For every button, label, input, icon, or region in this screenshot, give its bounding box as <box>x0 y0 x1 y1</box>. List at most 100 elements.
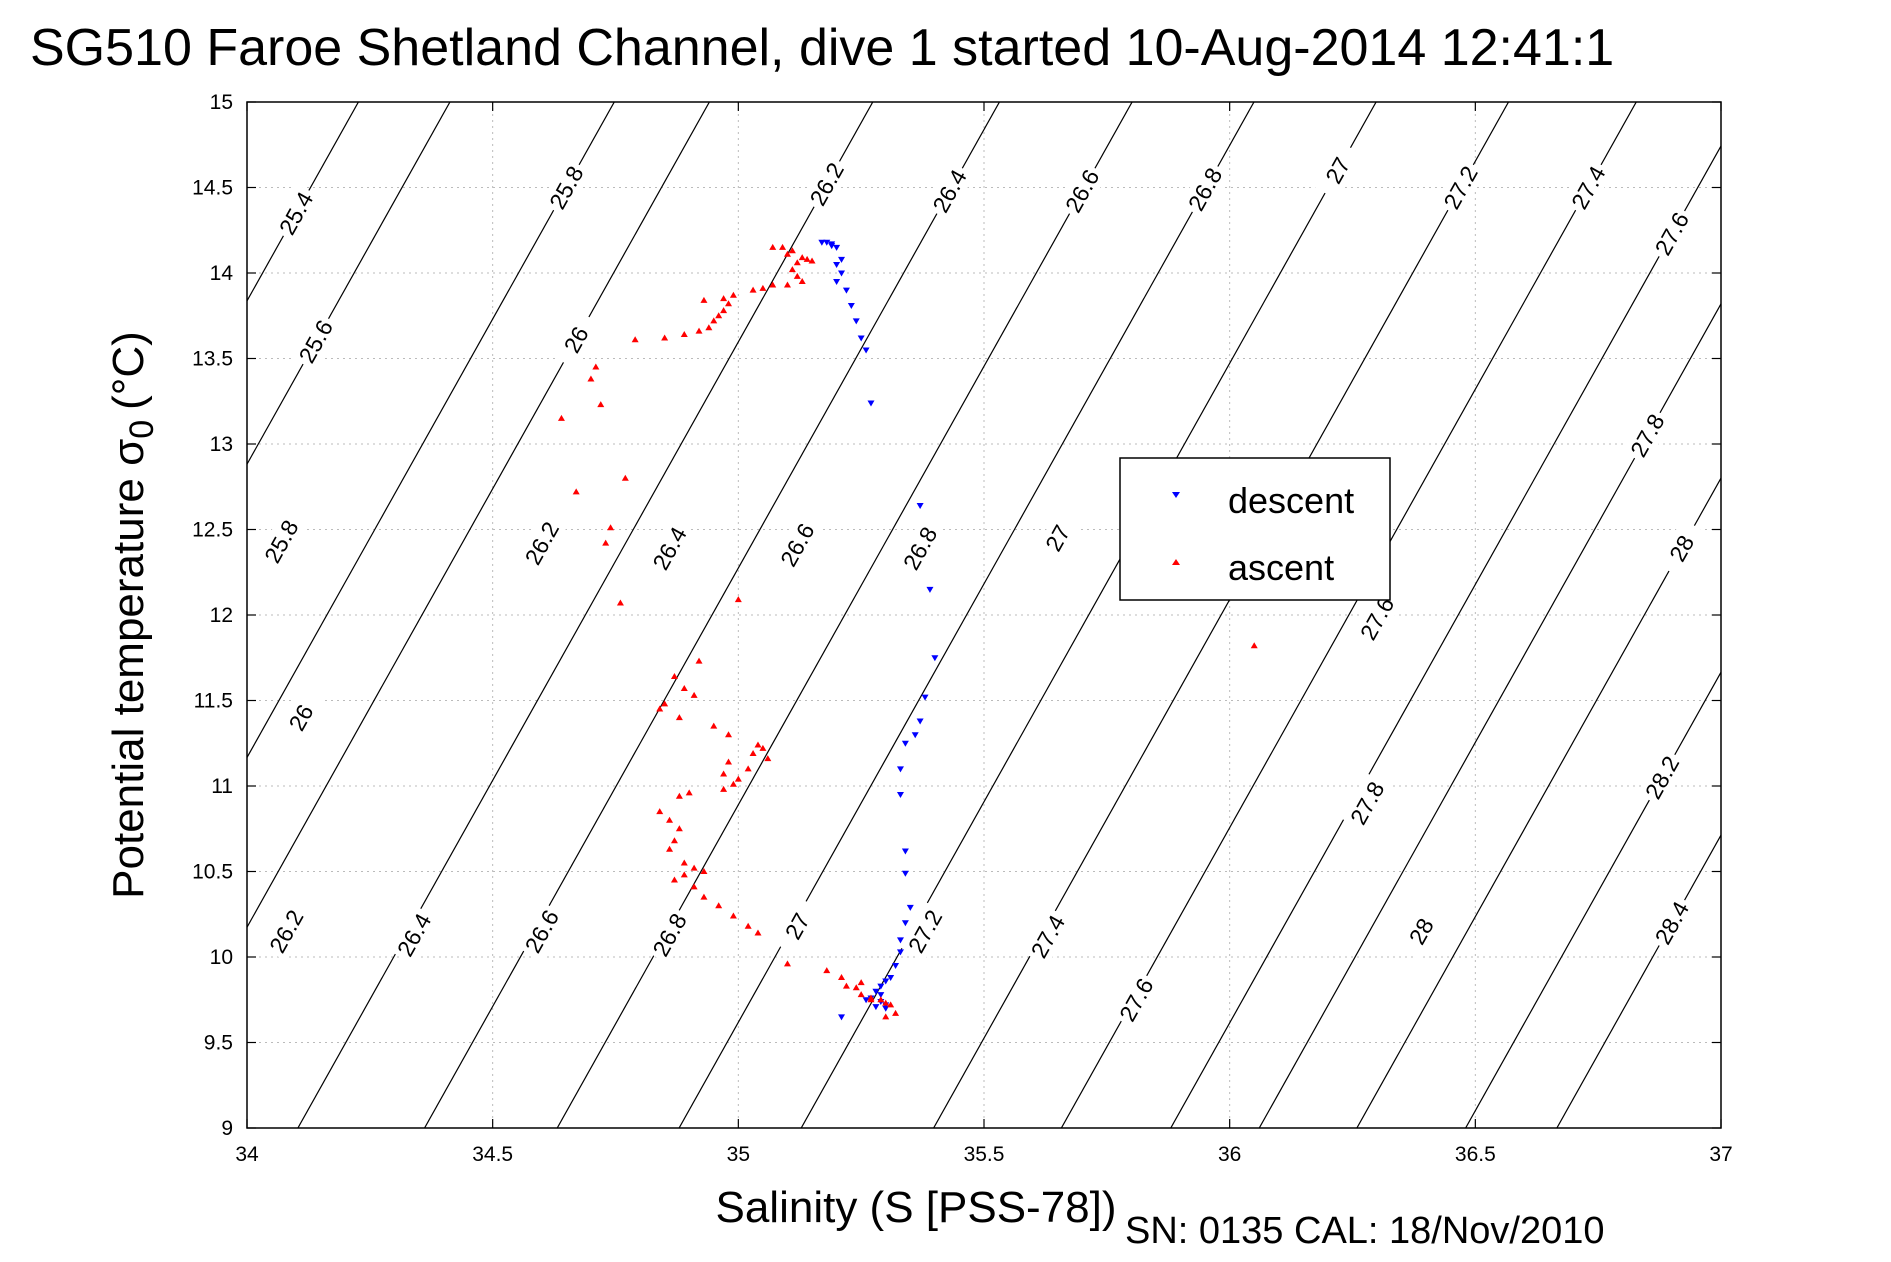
grid-lines <box>246 101 1722 1129</box>
contour-line <box>247 102 711 929</box>
legend-descent-marker <box>1172 492 1180 498</box>
y-tick-label: 12.5 <box>192 519 233 542</box>
ascent-point <box>729 780 737 787</box>
y-axis-label-subscript: 0 <box>123 420 161 439</box>
y-tick-label: 11.5 <box>194 690 233 713</box>
ascent-point <box>621 474 629 481</box>
legend-ascent-label: ascent <box>1228 547 1334 588</box>
ascent-point <box>857 991 865 998</box>
footer-calibration: SN: 0135 CAL: 18/Nov/2010 <box>1125 1210 1605 1252</box>
ascent-point <box>710 317 718 324</box>
ascent-point <box>666 816 674 823</box>
contour-label-bg <box>801 154 852 214</box>
ascent-point <box>842 982 850 989</box>
ascent-point <box>695 327 703 334</box>
ascent-point <box>1250 642 1258 649</box>
ascent-point <box>661 334 669 341</box>
descent-point <box>896 766 904 773</box>
ascent-point <box>607 524 615 531</box>
contour-line <box>1356 476 1721 1128</box>
legend-box <box>1119 457 1391 601</box>
descent-point <box>882 978 890 985</box>
descent-point <box>852 318 860 325</box>
descent-point <box>862 347 870 354</box>
contour-label-bg <box>895 518 946 578</box>
descent-point <box>926 586 934 593</box>
ascent-point <box>720 307 728 314</box>
y-tick-label: 13 <box>210 433 233 456</box>
descent-point <box>916 718 924 725</box>
ascent-point <box>749 286 757 293</box>
contour-label-bg <box>1396 901 1447 961</box>
contour-label-bg <box>271 183 322 243</box>
ascent-point <box>700 868 708 874</box>
ascent-point <box>882 1013 890 1020</box>
ascent-point <box>749 750 757 757</box>
ascent-point <box>690 691 698 698</box>
y-tick-label: 10 <box>210 946 233 969</box>
y-tick-label: 10.5 <box>192 861 233 884</box>
ascent-point <box>720 295 728 302</box>
y-axis-label-units: (°C) <box>104 331 153 410</box>
descent-point <box>877 992 885 999</box>
ascent-point <box>631 336 639 343</box>
ascent-point <box>798 278 806 285</box>
contour-label-bg <box>276 688 326 748</box>
y-tick-label: 14.5 <box>192 177 233 200</box>
y-tick-label: 9 <box>221 1117 233 1140</box>
descent-point <box>818 239 826 246</box>
ascent-point <box>680 331 688 338</box>
contour-label-bg <box>290 311 341 371</box>
ascent-point <box>602 539 610 546</box>
contour-label-bg <box>1563 157 1614 218</box>
x-tick-label: 34.5 <box>472 1143 513 1166</box>
contour-label-bg <box>1111 970 1162 1030</box>
descent-point <box>896 937 904 944</box>
descent-point <box>896 949 904 956</box>
descent-point <box>857 335 865 342</box>
x-tick-label: 36 <box>1218 1143 1241 1166</box>
contour-line <box>247 102 615 759</box>
contour-label-bg <box>1435 157 1486 218</box>
contour-line <box>1258 302 1721 1128</box>
ascent-point <box>661 700 669 707</box>
ascent-point <box>823 967 831 974</box>
contour-label-bg <box>1622 405 1673 465</box>
ascent-point <box>587 375 595 382</box>
ascent-point <box>754 741 762 748</box>
contour-label-bg <box>551 310 602 370</box>
contour-label-bg <box>924 161 975 221</box>
ascent-point <box>892 1009 900 1016</box>
y-tick-label: 11 <box>211 775 233 798</box>
descent-point <box>901 920 909 927</box>
descent-point <box>823 239 831 246</box>
ascent-point <box>788 247 796 254</box>
contour-line <box>1464 670 1721 1128</box>
descent-point <box>901 870 909 877</box>
contour-line <box>556 102 1133 1128</box>
descent-point <box>916 503 924 510</box>
contour-label-bg <box>516 901 567 961</box>
contour-label-bg <box>1646 893 1697 953</box>
data-points <box>557 239 1258 1021</box>
ascent-point <box>808 257 816 264</box>
ascent-point <box>783 281 791 288</box>
ascent-point <box>857 979 865 986</box>
y-tick-label: 13.5 <box>192 348 233 371</box>
descent-point <box>906 904 914 911</box>
x-tick-label: 35.5 <box>964 1143 1005 1166</box>
y-tick-label: 14 <box>210 262 234 285</box>
ascent-point <box>734 596 742 603</box>
ascent-point <box>729 291 737 298</box>
descent-point <box>911 732 919 739</box>
contour-labels: 25.425.625.825.8262626.226.226.226.426.4… <box>256 140 1707 1030</box>
contour-label-bg <box>1637 747 1687 807</box>
ascent-point <box>720 770 728 777</box>
x-tick-label: 35 <box>727 1143 750 1166</box>
descent-point <box>867 400 875 407</box>
descent-point <box>931 655 939 662</box>
y-tick-label: 9.5 <box>204 1032 233 1055</box>
contour-label-bg <box>1057 161 1108 221</box>
descent-point <box>838 1014 846 1021</box>
